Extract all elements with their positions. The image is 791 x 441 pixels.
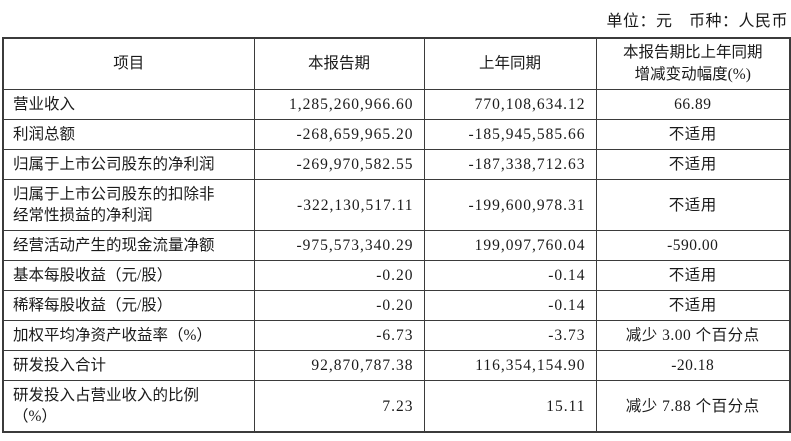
item-cell: 归属于上市公司股东的扣除非 经常性损益的净利润: [2, 179, 255, 231]
current-period-cell: -6.73: [253, 320, 425, 351]
item-cell: 基本每股收益（元/股）: [2, 260, 255, 291]
change-cell: -20.18: [595, 350, 791, 381]
prior-period-cell: -3.73: [423, 320, 597, 351]
prior-period-cell: 199,097,760.04: [423, 230, 597, 261]
financial-summary-table: 项目 本报告期 上年同期 本报告期比上年同期 增减变动幅度(%) 营业收入 1,285,2…: [2, 37, 791, 433]
change-cell: 减少 3.00 个百分点: [595, 320, 791, 351]
item-cell: 经营活动产生的现金流量净额: [2, 230, 255, 261]
current-period-cell: -322,130,517.11: [253, 179, 425, 231]
table-row: 归属于上市公司股东的扣除非 经常性损益的净利润 -322,130,517.11 -19…: [2, 179, 791, 231]
change-cell: 不适用: [595, 149, 791, 180]
current-period-cell: -975,573,340.29: [253, 230, 425, 261]
change-cell: -590.00: [595, 230, 791, 261]
change-cell: 不适用: [595, 119, 791, 150]
column-header-change: 本报告期比上年同期 增减变动幅度(%): [595, 37, 791, 90]
prior-period-cell: -0.14: [423, 260, 597, 291]
prior-period-cell: 15.11: [423, 380, 597, 433]
change-cell: 减少 7.88 个百分点: [595, 380, 791, 433]
prior-period-cell: -187,338,712.63: [423, 149, 597, 180]
table-row: 基本每股收益（元/股） -0.20 -0.14 不适用: [2, 260, 791, 291]
change-cell: 不适用: [595, 179, 791, 231]
current-period-cell: 1,285,260,966.60: [253, 89, 425, 120]
prior-period-cell: 116,354,154.90: [423, 350, 597, 381]
prior-period-cell: -199,600,978.31: [423, 179, 597, 231]
table-row: 研发投入占营业收入的比例 （%） 7.23 15.11 减少 7.88 个百分点: [2, 380, 791, 433]
item-cell: 利润总额: [2, 119, 255, 150]
prior-period-cell: 770,108,634.12: [423, 89, 597, 120]
prior-period-cell: -185,945,585.66: [423, 119, 597, 150]
change-cell: 不适用: [595, 290, 791, 321]
table-row: 稀释每股收益（元/股） -0.20 -0.14 不适用: [2, 290, 791, 321]
item-cell: 研发投入合计: [2, 350, 255, 381]
current-period-cell: 92,870,787.38: [253, 350, 425, 381]
column-header-prior: 上年同期: [423, 37, 597, 90]
change-cell: 不适用: [595, 260, 791, 291]
column-header-item: 项目: [2, 37, 255, 90]
table-row: 归属于上市公司股东的净利润 -269,970,582.55 -187,338,712…: [2, 149, 791, 180]
current-period-cell: -0.20: [253, 260, 425, 291]
item-cell: 归属于上市公司股东的净利润: [2, 149, 255, 180]
change-cell: 66.89: [595, 89, 791, 120]
item-cell: 营业收入: [2, 89, 255, 120]
column-header-current: 本报告期: [253, 37, 425, 90]
item-cell: 加权平均净资产收益率（%）: [2, 320, 255, 351]
prior-period-cell: -0.14: [423, 290, 597, 321]
current-period-cell: -268,659,965.20: [253, 119, 425, 150]
table-row: 研发投入合计 92,870,787.38 116,354,154.90 -20.18: [2, 350, 791, 381]
current-period-cell: -269,970,582.55: [253, 149, 425, 180]
current-period-cell: 7.23: [253, 380, 425, 433]
item-cell: 研发投入占营业收入的比例 （%）: [2, 380, 255, 433]
table-header-row: 项目 本报告期 上年同期 本报告期比上年同期 增减变动幅度(%): [2, 37, 791, 90]
table-row: 经营活动产生的现金流量净额 -975,573,340.29 199,097,760.…: [2, 230, 791, 261]
table-row: 加权平均净资产收益率（%） -6.73 -3.73 减少 3.00 个百分点: [2, 320, 791, 351]
item-cell: 稀释每股收益（元/股）: [2, 290, 255, 321]
table-row: 利润总额 -268,659,965.20 -185,945,585.66 不适用: [2, 119, 791, 150]
unit-currency-note: 单位：元 币种：人民币: [606, 13, 788, 30]
current-period-cell: -0.20: [253, 290, 425, 321]
table-row: 营业收入 1,285,260,966.60 770,108,634.12 66.89: [2, 89, 791, 120]
